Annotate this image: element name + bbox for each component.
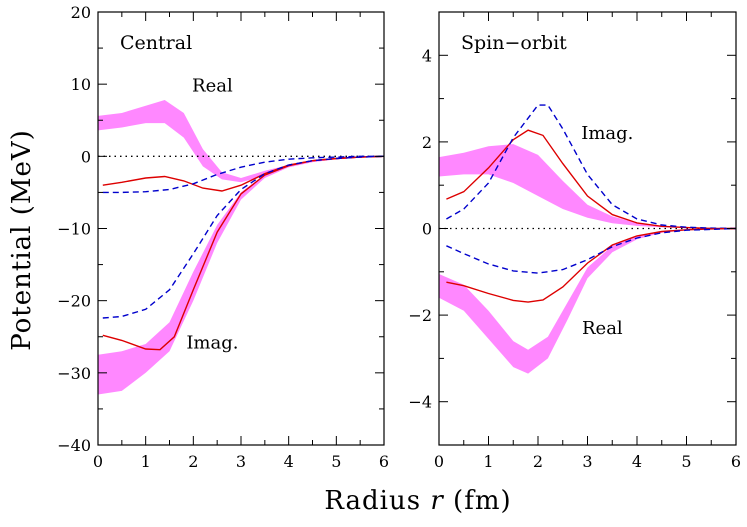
central-real-solid-line <box>102 155 384 192</box>
spin-orbit-x-tick-label: 6 <box>731 452 741 471</box>
central-real-band <box>98 100 384 183</box>
central-y-tick-label: 10 <box>71 75 91 94</box>
spin-orbit-plot-area <box>439 104 736 374</box>
central-y-tick-label: −30 <box>57 364 91 383</box>
y-axis-title: Potential (MeV) <box>7 129 37 351</box>
spin-orbit-y-tick-label: −4 <box>408 393 432 412</box>
spin-orbit-y-tick-label: −2 <box>408 306 432 325</box>
central-panel: 0 1 2 3 4 5 6 −40 −30 −20 −10 0 10 20 Central Real Imag. <box>57 3 389 471</box>
spin-orbit-real-annotation: Real <box>582 318 623 339</box>
central-real-annotation: Real <box>192 76 233 97</box>
central-y-tick-label: 20 <box>71 3 91 22</box>
spin-orbit-real-dashed-line <box>446 227 736 274</box>
spin-orbit-x-tick-label: 0 <box>434 452 444 471</box>
central-imag-solid-line <box>102 155 384 351</box>
central-y-tick-label: −40 <box>57 436 91 455</box>
spin-orbit-x-tick-label: 4 <box>632 452 642 471</box>
central-imag-dashed-line <box>102 155 384 319</box>
central-x-tick-label: 4 <box>284 452 294 471</box>
central-x-tick-label: 2 <box>188 452 198 471</box>
spin-orbit-real-solid-line <box>446 227 736 303</box>
central-imag-annotation: Imag. <box>186 333 238 354</box>
central-y-tick-label: 0 <box>81 147 91 166</box>
x-axis-title: Radius r (fm) <box>324 486 511 516</box>
spin-orbit-panel: 0 1 2 3 4 5 6 −4 −2 0 2 4 Spin−orbit Imag. Real <box>408 11 741 471</box>
central-x-tick-label: 6 <box>379 452 389 471</box>
central-frame <box>97 11 385 446</box>
central-x-tick-label: 0 <box>93 452 103 471</box>
spin-orbit-imag-band <box>439 144 736 229</box>
spin-orbit-y-tick-label: 2 <box>422 133 432 152</box>
spin-orbit-imag-dashed-line <box>446 104 736 230</box>
spin-orbit-y-tick-label: 0 <box>422 220 432 239</box>
central-y-tick-label: −20 <box>57 292 91 311</box>
central-x-tick-label: 5 <box>331 452 341 471</box>
spin-orbit-panel-label: Spin−orbit <box>461 32 567 54</box>
spin-orbit-x-tick-label: 2 <box>533 452 543 471</box>
central-imag-band <box>98 156 384 395</box>
central-real-dashed-line <box>102 155 384 194</box>
spin-orbit-x-tick-label: 1 <box>483 452 493 471</box>
x-axis-title-unit: (fm) <box>444 486 512 516</box>
central-y-tick-label: −10 <box>57 220 91 239</box>
central-plot-area <box>98 100 384 395</box>
central-x-tick-label: 3 <box>236 452 246 471</box>
central-x-tick-label: 1 <box>141 452 151 471</box>
spin-orbit-y-tick-label: 4 <box>422 46 432 65</box>
spin-orbit-imag-annotation: Imag. <box>581 123 633 144</box>
central-panel-label: Central <box>120 32 192 54</box>
x-axis-title-variable: r <box>430 486 444 516</box>
spin-orbit-x-tick-label: 3 <box>582 452 592 471</box>
x-axis-title-text: Radius <box>324 486 430 516</box>
spin-orbit-x-tick-label: 5 <box>681 452 691 471</box>
spin-orbit-real-band <box>439 228 736 374</box>
